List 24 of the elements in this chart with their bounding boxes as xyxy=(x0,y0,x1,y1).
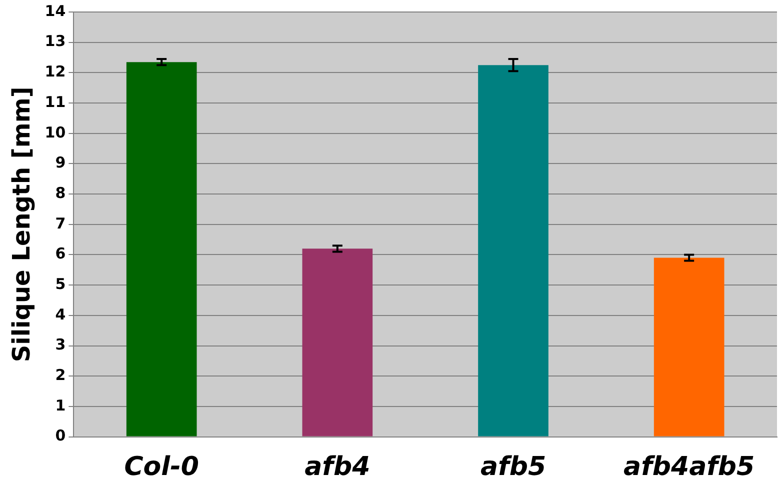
bar xyxy=(302,248,373,436)
y-axis-title: Silique Length [mm] xyxy=(8,86,36,362)
bar xyxy=(654,258,724,436)
y-tick-label: 10 xyxy=(44,123,66,142)
x-tick-label: afb5 xyxy=(480,452,546,482)
x-tick-label: Col-0 xyxy=(124,452,199,482)
y-tick-label: 7 xyxy=(55,214,66,232)
y-tick-label: 2 xyxy=(55,366,66,384)
bar xyxy=(126,62,197,436)
y-tick-label: 1 xyxy=(55,396,66,414)
y-tick-label: 12 xyxy=(44,62,66,81)
y-tick-label: 8 xyxy=(55,184,66,202)
y-tick-label: 13 xyxy=(44,32,66,50)
y-tick-label: 0 xyxy=(55,426,66,445)
bar xyxy=(478,65,548,436)
y-tick-label: 11 xyxy=(44,92,66,111)
y-tick-label: 14 xyxy=(44,2,66,20)
y-tick-label: 3 xyxy=(55,336,66,354)
y-tick-label: 5 xyxy=(55,274,66,293)
y-tick-label: 4 xyxy=(55,305,66,324)
x-tick-label: afb4 xyxy=(304,452,370,482)
x-tick-label: afb4afb5 xyxy=(624,452,755,482)
y-tick-label: 9 xyxy=(55,154,66,172)
y-tick-label: 6 xyxy=(55,244,66,263)
